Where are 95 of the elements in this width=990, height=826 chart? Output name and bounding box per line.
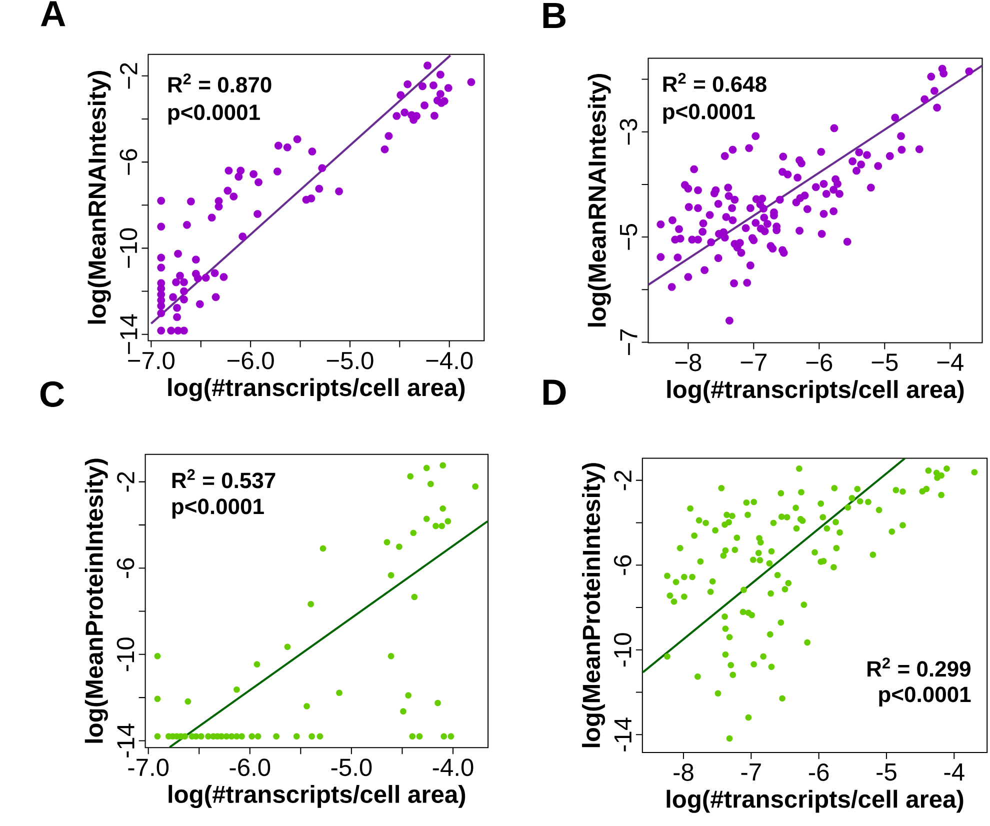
point (400, 708, 406, 714)
point (410, 530, 417, 536)
x-axis-title: log(#transcripts/cell area) (667, 380, 964, 404)
y-axis-title: log(MeanProteinIntesity) (582, 462, 606, 748)
point (336, 690, 342, 696)
x-axis-title: log(#transcripts/cell area) (168, 784, 466, 808)
x-axis-title: log(#transcripts/cell area) (666, 790, 964, 813)
annotation: R$^{2}$ = 0.299 (868, 657, 970, 677)
x-tick-label: -8 (674, 763, 694, 781)
point (154, 652, 161, 660)
point (440, 733, 448, 740)
y-axis-title: log(MeanRNAIntesity) (588, 74, 611, 326)
point (320, 545, 326, 552)
point (411, 594, 418, 600)
point (432, 522, 439, 530)
annotation: p<0.0001 (168, 104, 260, 124)
y-tick-label: −14 (120, 314, 138, 354)
y-tick-label: -2 (117, 472, 134, 492)
point (254, 661, 260, 668)
annotation: R$^{2}$ = 0.537 (172, 469, 276, 488)
y-axis-title: log(MeanRNAIntesity) (88, 70, 111, 324)
point (472, 483, 479, 490)
point (405, 692, 412, 698)
x-tick-label: -5.0 (331, 758, 372, 776)
x-tick-label: -5 (876, 763, 896, 781)
y-tick-label: -14 (614, 718, 632, 752)
annotation: R$^{2}$ = 0.648 (663, 72, 766, 92)
point (304, 702, 310, 710)
point (388, 652, 394, 660)
x-tick-label: −5.0 (326, 352, 374, 370)
point (182, 733, 188, 740)
y-tick-label: -2 (614, 470, 632, 490)
y-tick-label: -6 (116, 558, 134, 578)
y-tick-label: −2 (120, 62, 138, 89)
point (284, 644, 291, 650)
point (316, 733, 324, 740)
point (407, 473, 414, 480)
x-tick-label: −5 (872, 354, 898, 371)
y-tick-label: −5 (620, 224, 638, 250)
point (293, 733, 300, 740)
x-tick-label: −8 (675, 354, 702, 372)
x-axis-title: log(#transcripts/cell area) (168, 378, 465, 402)
point (444, 518, 452, 524)
point (440, 462, 446, 468)
point (154, 696, 161, 702)
point (388, 572, 394, 578)
point (396, 543, 402, 550)
x-tick-label: −4 (937, 354, 964, 371)
point (154, 733, 161, 740)
x-tick-label: −6 (806, 354, 832, 372)
annotation: p<0.0001 (879, 686, 971, 706)
y-tick-label: -14 (117, 724, 134, 758)
y-tick-label: −10 (120, 228, 138, 268)
annotation: R$^{2}$ = 0.870 (168, 73, 272, 92)
point (416, 733, 423, 740)
point (308, 600, 314, 608)
chart-title: A (40, 1, 66, 26)
chart-title: D (544, 380, 566, 405)
x-tick-label: -4.0 (432, 758, 474, 776)
point (184, 698, 192, 705)
point (438, 522, 446, 530)
x-tick-label: −4.0 (426, 352, 473, 370)
point (448, 733, 454, 740)
x-tick-label: −6.0 (228, 352, 274, 370)
y-tick-label: -6 (614, 555, 632, 575)
point (238, 733, 245, 740)
point (434, 700, 441, 706)
chart-title: C (40, 381, 64, 407)
point (409, 733, 416, 740)
x-tick-label: -6.0 (230, 758, 270, 776)
point (384, 538, 390, 546)
point (308, 733, 316, 740)
y-tick-label: -10 (116, 637, 134, 671)
annotation: p<0.0001 (663, 104, 755, 124)
annotation: p<0.0001 (172, 498, 264, 518)
x-tick-label: -6 (808, 763, 829, 781)
point (254, 733, 262, 740)
chart-title: B (543, 2, 566, 28)
x-tick-label: −7.0 (128, 352, 174, 370)
point (198, 733, 204, 740)
x-tick-label: -4 (944, 763, 964, 780)
x-tick-label: −7 (740, 354, 766, 371)
y-axis-title: log(MeanProteinIntesity) (84, 458, 108, 743)
y-tick-label: −3 (620, 118, 638, 145)
point (440, 505, 446, 512)
x-tick-label: -7 (741, 763, 761, 780)
point (427, 480, 434, 488)
x-tick-label: -7.0 (128, 758, 169, 776)
y-tick-label: -10 (614, 632, 632, 666)
point (273, 733, 280, 740)
point (248, 733, 256, 740)
y-tick-label: −6 (120, 148, 138, 175)
point (423, 464, 430, 472)
point (234, 686, 240, 693)
point (423, 516, 430, 522)
